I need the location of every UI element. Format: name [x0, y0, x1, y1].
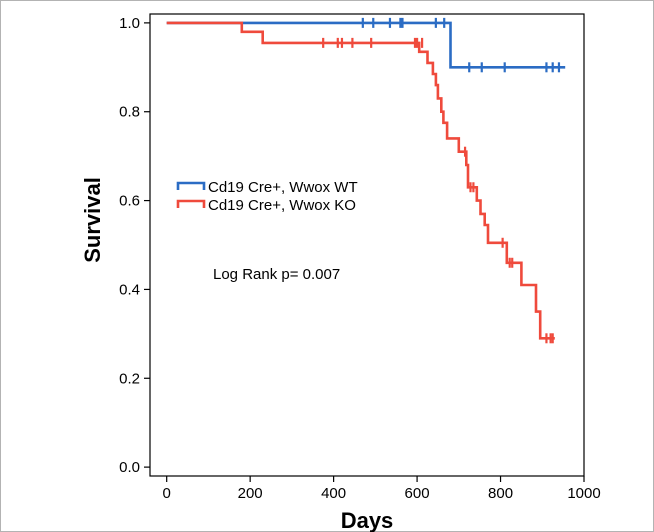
- x-tick-label: 600: [405, 485, 430, 502]
- plot-frame: [149, 13, 585, 477]
- y-tick-label: 0.6: [119, 193, 140, 210]
- legend-swatch: [176, 199, 206, 208]
- y-tick-label: 0.8: [119, 104, 140, 121]
- axes: 0.0 0.2 0.4 0.6 0.8 1.0 0 200 400 600 800 1000: [119, 13, 601, 502]
- survival-line-0: [166, 21, 566, 69]
- x-tick-label: 400: [321, 485, 346, 502]
- y-tick-label: 0.0: [119, 459, 140, 476]
- y-tick-label: 0.2: [119, 370, 140, 387]
- legend-label: Cd19 Cre+, Wwox KO: [208, 197, 356, 214]
- x-tick-label: 1000: [567, 485, 600, 502]
- y-tick-label: 0.4: [119, 281, 140, 298]
- x-tick-label: 800: [488, 485, 513, 502]
- survival-curves: [166, 21, 566, 340]
- survival-line-1: [166, 21, 555, 340]
- legend-label: Cd19 Cre+, Wwox WT: [208, 179, 358, 196]
- legend-swatch: [176, 181, 206, 190]
- y-tick-label: 1.0: [119, 15, 140, 32]
- x-tick-label: 0: [163, 485, 171, 502]
- censor-marks: [322, 17, 561, 344]
- log-rank-annotation: Log Rank p= 0.007: [213, 266, 340, 283]
- y-axis-label: Survival: [80, 177, 105, 263]
- x-axis-label: Days: [341, 508, 394, 532]
- x-tick-label: 200: [238, 485, 263, 502]
